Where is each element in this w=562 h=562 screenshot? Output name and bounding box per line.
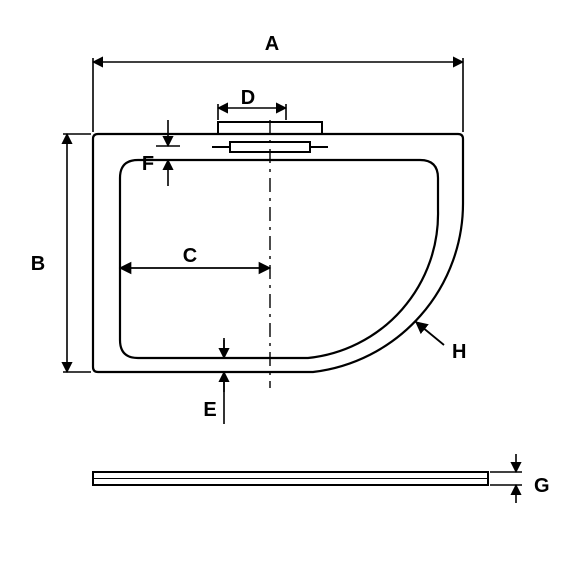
label-D: D [241,87,255,109]
label-A: A [265,33,279,55]
label-E: E [203,399,216,421]
label-G: G [534,475,550,497]
label-B: B [31,253,45,275]
dim-F [156,120,180,186]
inner-outline [120,160,438,358]
leader-H [416,322,444,345]
label-C: C [183,245,197,267]
dim-B [63,134,91,372]
label-H: H [452,341,466,363]
dim-G [490,454,522,503]
label-F: F [142,153,154,175]
side-view [93,472,488,485]
dim-A [93,58,463,132]
